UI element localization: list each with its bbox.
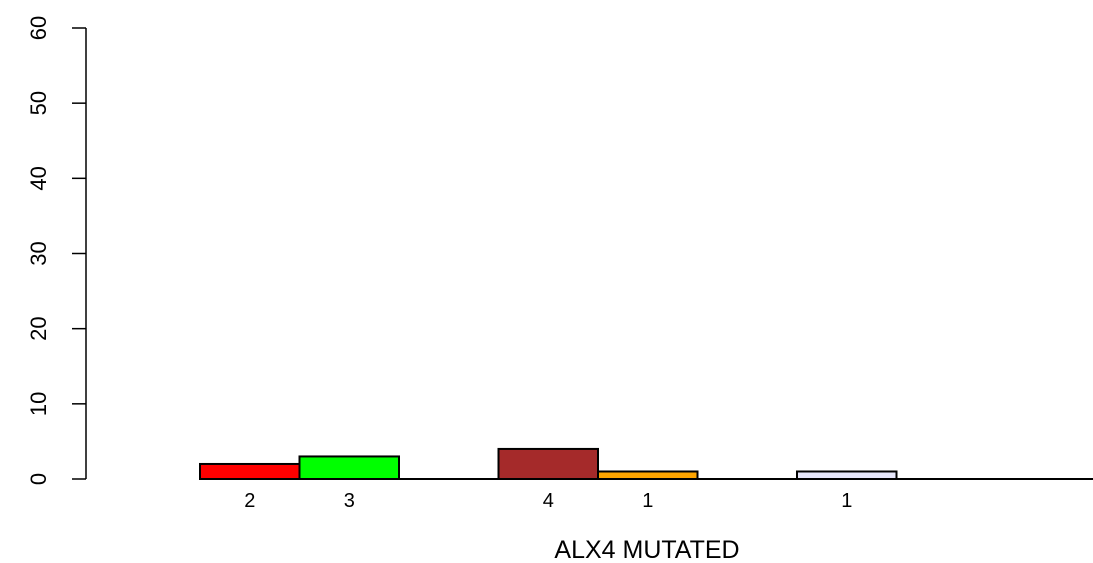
y-tick-label: 60 [26, 16, 51, 40]
y-tick-label: 20 [26, 316, 51, 340]
x-axis-title: ALX4 MUTATED [554, 536, 739, 563]
y-tick-label: 30 [26, 241, 51, 265]
bar [199, 462, 301, 481]
bar [298, 455, 400, 481]
bar [796, 470, 898, 481]
bar-count-label: 4 [543, 490, 554, 512]
y-axis: 0 10 20 30 40 50 60 [26, 16, 87, 485]
bar [597, 470, 699, 481]
bar-count-label: 2 [244, 490, 255, 512]
data-labels: 2 3 4 1 1 [244, 490, 852, 512]
y-tick-label: 10 [26, 392, 51, 416]
y-tick-label: 0 [26, 473, 51, 485]
bar-count-label: 1 [642, 490, 653, 512]
bar-count-label: 1 [841, 490, 852, 512]
bar-count-label: 3 [344, 490, 355, 512]
bar [497, 447, 599, 480]
y-tick-label: 40 [26, 166, 51, 190]
bars [199, 447, 898, 481]
y-tick-label: 50 [26, 91, 51, 115]
